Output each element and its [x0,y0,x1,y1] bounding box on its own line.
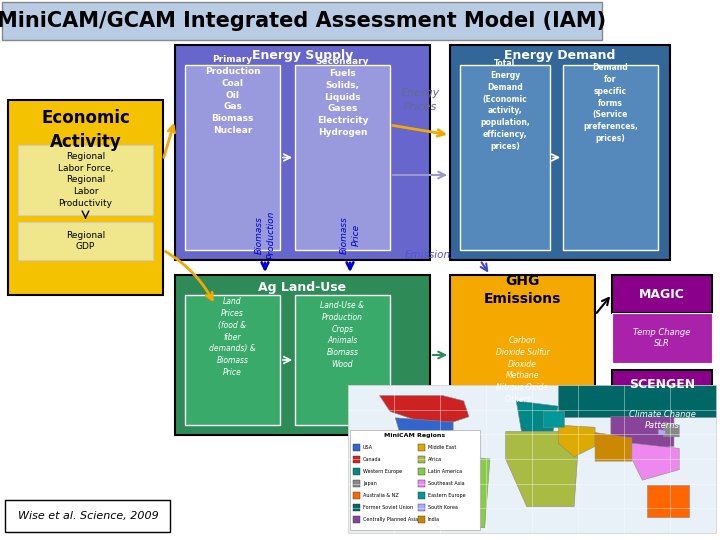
FancyBboxPatch shape [418,504,425,511]
Text: Economic
Activity: Economic Activity [41,109,130,151]
Text: Primary
Production
Coal
Oil
Gas
Biomass
Nuclear: Primary Production Coal Oil Gas Biomass … [204,55,261,135]
FancyBboxPatch shape [418,480,425,487]
FancyBboxPatch shape [350,430,480,530]
Polygon shape [647,485,688,517]
Text: MiniCAM/GCAM Integrated Assessment Model (IAM): MiniCAM/GCAM Integrated Assessment Model… [0,11,606,31]
FancyBboxPatch shape [460,65,550,250]
FancyBboxPatch shape [353,456,360,463]
Polygon shape [516,401,558,431]
FancyBboxPatch shape [353,504,360,511]
FancyBboxPatch shape [418,444,425,451]
Text: Western Europe: Western Europe [363,469,402,474]
Polygon shape [395,418,453,443]
FancyBboxPatch shape [2,2,602,40]
Text: India: India [428,517,440,522]
FancyBboxPatch shape [418,492,425,499]
FancyBboxPatch shape [418,468,425,475]
FancyBboxPatch shape [612,400,712,440]
Polygon shape [595,433,632,461]
Text: USA: USA [363,445,373,450]
FancyBboxPatch shape [353,468,360,475]
Text: South Korea: South Korea [428,505,458,510]
Text: GHG
Emissions: GHG Emissions [484,274,561,306]
Text: Energy
Prices: Energy Prices [400,89,440,112]
FancyBboxPatch shape [612,370,712,400]
Text: Emissions: Emissions [404,250,456,260]
Text: Demand
for
specific
forms
(Service
preferences,
prices): Demand for specific forms (Service prefe… [583,63,638,143]
Text: Temp Change
SLR: Temp Change SLR [634,328,690,348]
Text: Energy Demand: Energy Demand [504,49,616,62]
Text: Regional
GDP: Regional GDP [66,231,105,252]
Polygon shape [632,443,679,480]
Text: SCENGEN: SCENGEN [629,379,695,392]
Polygon shape [663,422,679,437]
Text: Secondary
Fuels
Solids,
Liquids
Gases
Electricity
Hydrogen: Secondary Fuels Solids, Liquids Gases El… [316,57,369,137]
Polygon shape [505,431,580,507]
FancyBboxPatch shape [295,295,390,425]
Text: Land-Use &
Production
Crops
Animals
Biomass
Wood: Land-Use & Production Crops Animals Biom… [320,301,364,369]
FancyBboxPatch shape [353,516,360,523]
Text: Carbon
Dioxide Sulfur
Dioxide
Methane
Nitrous Oxide
Others ...: Carbon Dioxide Sulfur Dioxide Methane Ni… [495,336,549,404]
FancyBboxPatch shape [353,492,360,499]
FancyBboxPatch shape [18,222,153,260]
FancyBboxPatch shape [18,145,153,215]
Polygon shape [437,454,490,528]
Text: Australia & NZ: Australia & NZ [363,493,399,498]
FancyBboxPatch shape [612,313,712,363]
Text: Centrally Planned Asia: Centrally Planned Asia [363,517,418,522]
Text: Land
Prices
(food &
fiber
demands) &
Biomass
Price: Land Prices (food & fiber demands) & Bio… [209,297,256,377]
FancyBboxPatch shape [450,275,595,435]
Polygon shape [379,396,469,422]
Polygon shape [611,417,674,450]
Text: Southeast Asia: Southeast Asia [428,481,464,486]
Text: MAGIC: MAGIC [639,287,685,300]
Text: Energy Supply: Energy Supply [252,49,353,62]
Text: Ag Land-Use: Ag Land-Use [258,280,346,294]
Polygon shape [558,425,595,457]
FancyBboxPatch shape [353,444,360,451]
FancyBboxPatch shape [8,100,163,295]
FancyBboxPatch shape [175,45,430,260]
FancyBboxPatch shape [185,65,280,250]
Text: Total
Energy
Demand
(Economic
activity,
population,
efficiency,
prices): Total Energy Demand (Economic activity, … [480,59,530,151]
Text: MiniCAM Regions: MiniCAM Regions [384,434,446,438]
FancyBboxPatch shape [295,65,390,250]
Text: Regional
Labor Force,
Regional
Labor
Productivity: Regional Labor Force, Regional Labor Pro… [58,152,113,208]
Polygon shape [658,429,665,435]
Text: Latin America: Latin America [428,469,462,474]
FancyBboxPatch shape [418,516,425,523]
Polygon shape [542,411,564,427]
Text: Former Soviet Union: Former Soviet Union [363,505,413,510]
FancyBboxPatch shape [348,385,716,533]
FancyBboxPatch shape [5,500,170,532]
FancyBboxPatch shape [185,295,280,425]
Polygon shape [558,385,716,417]
Text: Middle East: Middle East [428,445,456,450]
Text: Biomass
Production: Biomass Production [255,211,275,259]
FancyBboxPatch shape [450,45,670,260]
Text: Canada: Canada [363,457,382,462]
FancyBboxPatch shape [612,275,712,313]
Text: Japan: Japan [363,481,377,486]
FancyBboxPatch shape [418,456,425,463]
Text: Africa: Africa [428,457,442,462]
FancyBboxPatch shape [563,65,658,250]
Text: Eastern Europe: Eastern Europe [428,493,466,498]
FancyBboxPatch shape [175,275,430,435]
Text: Biomass
Price: Biomass Price [340,216,361,254]
Text: Climate Change
Patterns: Climate Change Patterns [629,410,696,430]
FancyBboxPatch shape [353,480,360,487]
Text: Wise et al. Science, 2009: Wise et al. Science, 2009 [17,511,158,521]
